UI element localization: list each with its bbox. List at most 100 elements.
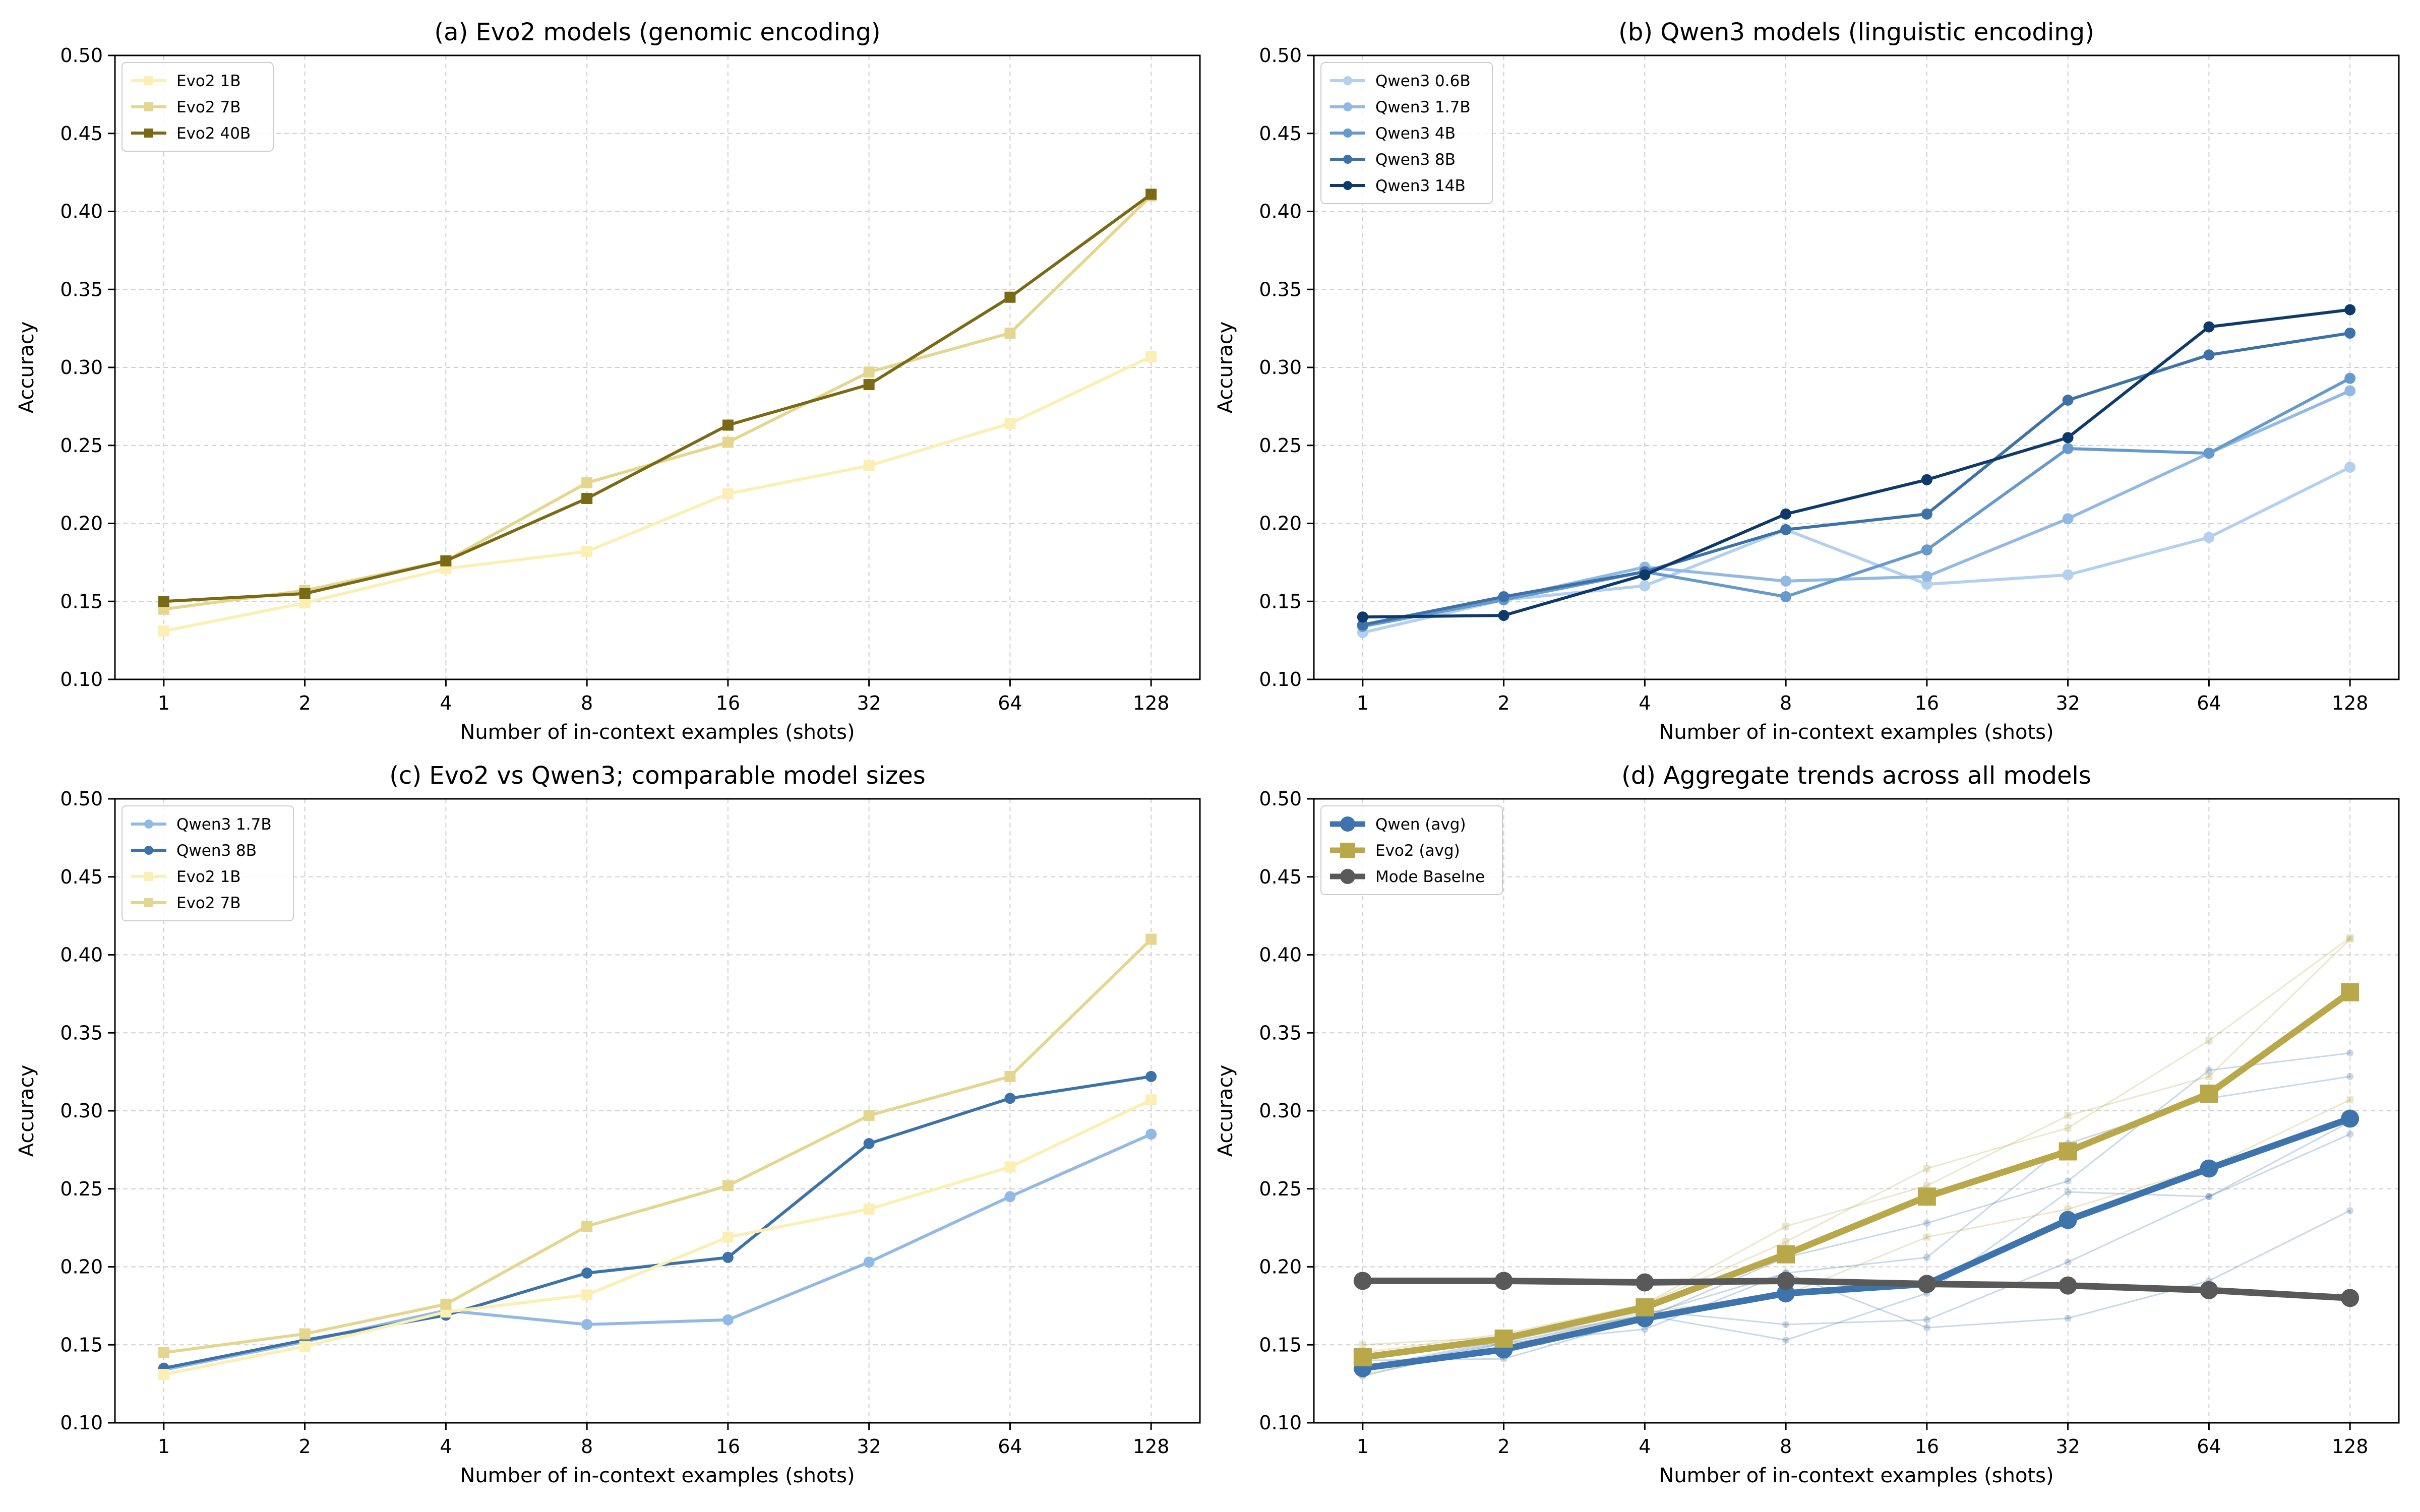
data-point	[1780, 524, 1792, 535]
y-tick-label: 0.10	[1259, 1412, 1302, 1434]
data-point	[1639, 580, 1651, 592]
legend-swatch-marker	[1343, 155, 1352, 164]
data-point	[1357, 611, 1368, 623]
x-tick-label: 16	[716, 1435, 740, 1458]
legend-swatch-marker	[144, 846, 153, 855]
data-point	[863, 1256, 875, 1268]
background-series-point	[1782, 1223, 1790, 1230]
y-tick-label: 0.50	[60, 44, 103, 67]
data-point	[581, 492, 593, 504]
y-tick-label: 0.15	[1259, 1334, 1302, 1356]
y-tick-label: 0.35	[60, 1022, 103, 1044]
x-tick-label: 1	[1357, 692, 1369, 714]
data-point	[1917, 1187, 1936, 1206]
legend-label: Evo2 7B	[176, 894, 240, 912]
y-tick-label: 0.10	[1259, 668, 1302, 690]
data-point	[2062, 569, 2074, 581]
data-point	[1777, 1272, 1795, 1290]
data-point	[2200, 1159, 2218, 1178]
legend-label: Evo2 (avg)	[1375, 842, 1460, 860]
background-series-point	[1923, 1253, 1930, 1261]
y-tick-label: 0.25	[60, 1178, 103, 1200]
data-point	[863, 1110, 875, 1121]
background-series-point	[2346, 1073, 2354, 1080]
data-point	[2059, 1276, 2077, 1295]
data-point	[1145, 188, 1157, 200]
x-tick-label: 32	[857, 692, 881, 714]
panel-d: 1 2 4 8 16 32 64 128 0.10 0.15 0.20 0.25 0.30 0.35 0.4…	[1214, 762, 2400, 1487]
x-tick-label: 1	[158, 692, 170, 714]
y-tick-label: 0.15	[60, 590, 103, 612]
data-point	[1004, 1070, 1016, 1082]
data-point	[2344, 304, 2356, 316]
data-point	[722, 1180, 734, 1191]
legend-swatch-marker	[1340, 816, 1355, 832]
data-point	[2062, 394, 2074, 406]
legend-label: Mode Baselne	[1375, 868, 1485, 886]
x-tick-label: 32	[2055, 692, 2080, 714]
data-point	[1917, 1275, 1936, 1293]
data-point	[1145, 1094, 1157, 1106]
series-line	[1362, 1277, 2350, 1301]
background-series-point	[1359, 1341, 1366, 1349]
data-point	[2062, 513, 2074, 525]
data-point	[722, 419, 734, 431]
series-line	[163, 195, 1153, 611]
legend-swatch-marker	[1340, 843, 1355, 858]
background-series-point	[2205, 1193, 2213, 1201]
y-tick-label: 0.35	[1259, 1022, 1302, 1044]
legend-entry: Qwen (avg)	[1330, 815, 1466, 834]
chart-title: (b) Qwen3 models (linguistic encoding)	[1618, 18, 2094, 46]
background-series-point	[2346, 1130, 2354, 1138]
x-tick-label: 4	[1639, 692, 1651, 714]
data-point	[1145, 1128, 1157, 1140]
background-series-point	[2064, 1112, 2072, 1119]
data-point	[1004, 1161, 1016, 1173]
background-series-point	[2346, 935, 2354, 943]
data-point	[1004, 327, 1016, 339]
y-tick-label: 0.50	[1259, 788, 1302, 810]
y-tick-label: 0.20	[1259, 1256, 1302, 1278]
legend-entry: Evo2 1B	[131, 72, 240, 90]
background-series-point	[2205, 1193, 2213, 1201]
series-line	[1362, 377, 2351, 628]
legend-entry: Qwen3 1.7B	[1330, 98, 1471, 116]
x-axis-label: Number of in-context examples (shots)	[460, 721, 855, 744]
data-point	[1004, 1093, 1016, 1104]
background-series-point	[2064, 1188, 2072, 1195]
legend-box	[122, 805, 294, 921]
data-point	[440, 555, 452, 566]
data-point	[1636, 1273, 1654, 1292]
legend-label: Qwen3 0.6B	[1375, 72, 1471, 90]
data-point	[158, 1369, 169, 1380]
legend-label: Evo2 40B	[176, 124, 251, 143]
legend: Qwen (avg) Evo2 (avg) Mode Baselne	[1320, 805, 1503, 895]
data-point	[158, 596, 169, 607]
y-tick-label: 0.15	[60, 1334, 103, 1356]
data-point	[581, 546, 593, 557]
data-point	[2203, 321, 2215, 333]
data-point	[1636, 1298, 1654, 1316]
data-point	[2344, 327, 2356, 339]
background-series-point	[2064, 1177, 2072, 1185]
series-group	[158, 933, 1157, 1380]
y-tick-label: 0.10	[60, 1412, 103, 1434]
background-series-point	[1782, 1321, 1790, 1329]
y-tick-label: 0.20	[1259, 513, 1302, 535]
x-tick-label: 32	[857, 1435, 881, 1458]
y-axis-label: Accuracy	[15, 1065, 38, 1157]
legend-swatch-marker	[144, 76, 153, 85]
legend-entry: Evo2 7B	[131, 98, 240, 116]
x-tick-label: 128	[1133, 692, 1170, 714]
background-series-point	[1923, 1316, 1930, 1324]
y-tick-label: 0.30	[60, 1100, 103, 1122]
background-series-point	[2346, 1096, 2354, 1104]
data-point	[1639, 569, 1651, 581]
x-tick-label: 128	[2332, 692, 2369, 714]
y-tick-label: 0.45	[60, 122, 103, 145]
data-point	[863, 379, 875, 391]
x-tick-label: 16	[1915, 1435, 1939, 1458]
data-point	[299, 1328, 311, 1340]
background-series-line	[1362, 938, 2351, 1354]
data-point	[1353, 1348, 1372, 1367]
